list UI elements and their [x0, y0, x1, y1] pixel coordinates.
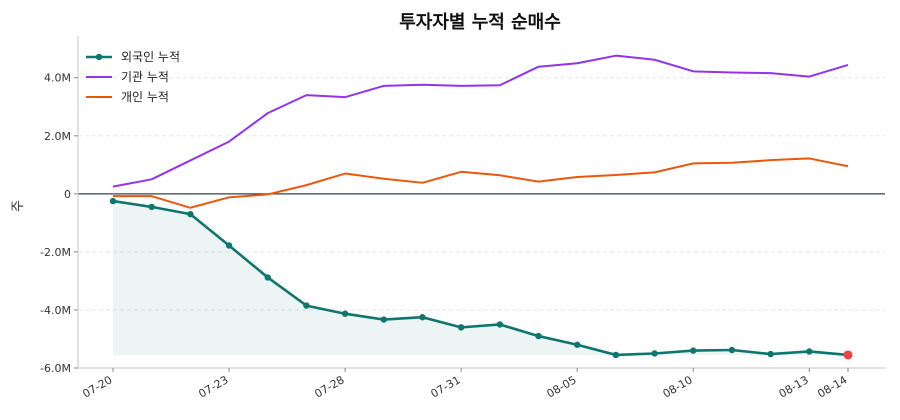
series-area-fill: [113, 201, 848, 355]
series-point: [225, 242, 233, 249]
y-tick-label: -4.0M: [40, 304, 71, 317]
y-tick-label: -2.0M: [40, 246, 71, 259]
chart-title: 투자자별 누적 순매수: [399, 12, 561, 33]
x-tick-label: 07-28: [312, 373, 346, 400]
x-tick-label: 07-20: [80, 373, 114, 400]
legend-marker: [95, 53, 103, 61]
series-layer: [109, 54, 853, 360]
x-tick-label: 08-14: [815, 373, 849, 400]
y-axis-label: 주: [11, 200, 26, 212]
x-tick-label: 08-13: [777, 373, 811, 400]
x-tick-label: 08-05: [545, 373, 579, 400]
series-line: [112, 54, 849, 188]
area-fill-layer: [113, 201, 848, 355]
series-point: [612, 351, 620, 359]
series-line: [113, 157, 849, 209]
series-point: [109, 197, 117, 205]
series-point: [303, 302, 310, 309]
series-line: [112, 199, 849, 357]
series-point: [574, 341, 581, 348]
series-point: [264, 274, 271, 281]
series-point: [728, 346, 736, 354]
series-point: [187, 210, 194, 218]
legend-label: 외국인 누적: [121, 50, 180, 64]
series-point: [767, 350, 774, 358]
x-tick-label: 07-23: [196, 373, 230, 400]
series-point: [496, 321, 504, 328]
y-tick-label: -6.0M: [40, 362, 71, 375]
series-point: [380, 316, 387, 323]
series-last-point: [843, 350, 853, 360]
x-tick-label: 08-10: [661, 373, 695, 400]
series-point: [341, 310, 349, 317]
y-tick-label: 0: [64, 188, 71, 201]
series-point: [457, 324, 465, 331]
y-tick-label: 2.0M: [44, 130, 71, 143]
series-point: [806, 348, 813, 355]
series-point: [419, 314, 426, 321]
series-point: [651, 350, 658, 357]
legend-label: 기관 누적: [121, 70, 169, 84]
series-point: [148, 203, 155, 211]
legend-label: 개인 누적: [121, 90, 169, 104]
y-tick-label: 4.0M: [44, 72, 71, 85]
series-point: [535, 332, 542, 340]
series-point: [690, 347, 697, 354]
x-tick-label: 07-31: [428, 373, 462, 400]
